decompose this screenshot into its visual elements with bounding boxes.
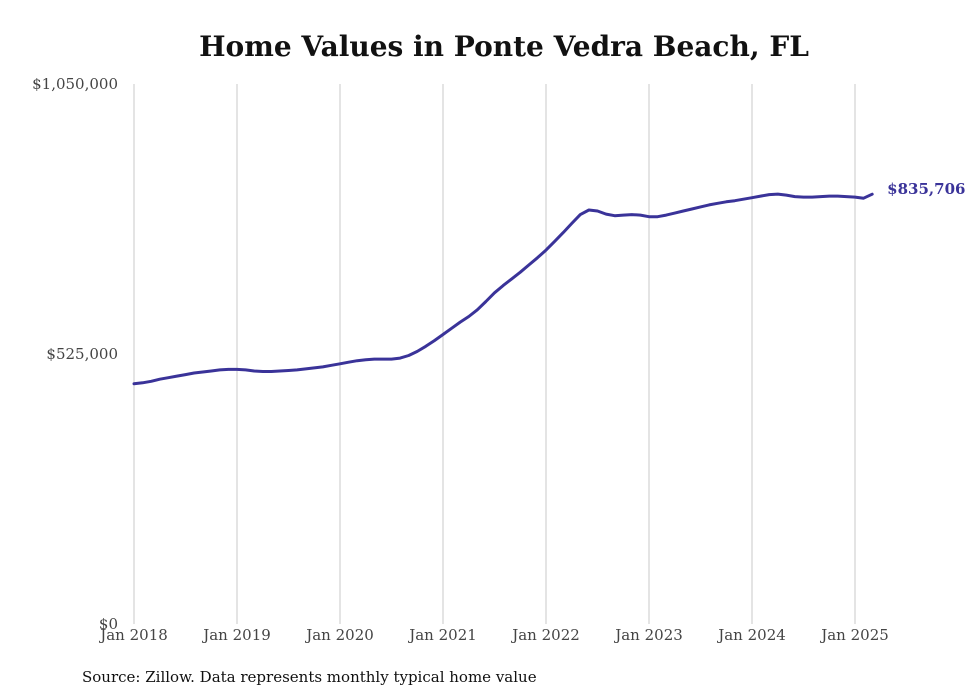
chart-title: Home Values in Ponte Vedra Beach, FL <box>199 30 809 63</box>
source-note: Source: Zillow. Data represents monthly … <box>82 668 537 686</box>
x-tick-label: Jan 2019 <box>201 626 271 644</box>
series-line <box>132 192 874 386</box>
x-tick-label: Jan 2018 <box>98 626 168 644</box>
y-tick-label: $0 <box>99 615 118 633</box>
x-tick-label: Jan 2020 <box>304 626 374 644</box>
y-tick-label: $525,000 <box>46 345 118 363</box>
y-tick-label: $1,050,000 <box>32 75 118 93</box>
x-tick-label: Jan 2022 <box>510 626 580 644</box>
x-tick-label: Jan 2025 <box>819 626 889 644</box>
end-value-label: $835,706 <box>887 180 965 198</box>
x-tick-label: Jan 2021 <box>407 626 477 644</box>
x-tick-label: Jan 2023 <box>613 626 683 644</box>
x-tick-label: Jan 2024 <box>716 626 786 644</box>
